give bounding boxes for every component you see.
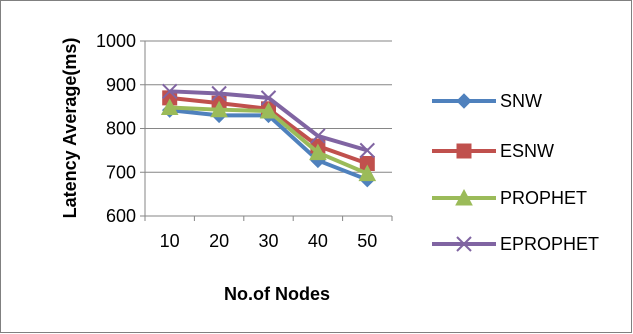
x-tick-label: 30 xyxy=(258,231,278,251)
data-point-eprophet xyxy=(310,128,326,144)
data-point-eprophet xyxy=(161,83,178,100)
legend-item-esnw: ESNW xyxy=(432,141,554,161)
x-marker-stroke xyxy=(161,83,178,100)
legend-marker xyxy=(456,93,472,109)
series-prophet xyxy=(160,98,377,182)
y-tick-label: 1000 xyxy=(96,31,136,51)
y-axis-title: Latency Average(ms) xyxy=(60,38,80,219)
x-tick-label: 50 xyxy=(357,231,377,251)
legend-item-eprophet: EPROPHET xyxy=(432,234,599,254)
legend-marker xyxy=(456,143,472,159)
series-eprophet xyxy=(161,83,376,159)
x-tick-label: 20 xyxy=(209,231,229,251)
data-point-eprophet xyxy=(211,85,227,102)
y-tick-label: 900 xyxy=(106,75,136,95)
legend-label: EPROPHET xyxy=(500,234,599,254)
data-point-eprophet xyxy=(260,90,277,106)
x-marker-stroke xyxy=(310,128,326,144)
x-marker-stroke xyxy=(359,142,376,159)
legend-label: SNW xyxy=(500,91,542,111)
tick-labels: 600 700 800 900 1000 10 20 30 40 50 xyxy=(96,31,377,251)
legend-marker xyxy=(455,188,473,206)
legend-item-snw: SNW xyxy=(432,91,542,111)
series-group xyxy=(160,83,377,188)
legend: SNW ESNW PROPHET EPROPHET xyxy=(432,91,599,254)
legend-label: ESNW xyxy=(500,141,554,161)
data-point-eprophet xyxy=(359,142,376,159)
legend-label: PROPHET xyxy=(500,188,587,208)
x-marker-stroke xyxy=(260,90,277,106)
data-point-prophet xyxy=(259,101,278,119)
x-axis-title: No.of Nodes xyxy=(224,284,330,304)
data-point-prophet xyxy=(160,98,179,115)
y-tick-label: 700 xyxy=(106,162,136,182)
y-tick-label: 600 xyxy=(106,206,136,226)
legend-item-prophet: PROPHET xyxy=(432,188,587,208)
axes xyxy=(140,40,393,221)
data-point-prophet xyxy=(358,164,377,182)
x-tick-label: 40 xyxy=(308,231,328,251)
data-point-prophet xyxy=(309,143,327,161)
x-marker-stroke xyxy=(211,85,227,102)
data-point-prophet xyxy=(210,100,228,118)
x-marker-stroke xyxy=(456,236,472,252)
x-tick-label: 10 xyxy=(160,231,180,251)
legend-marker xyxy=(456,236,472,252)
y-tick-label: 800 xyxy=(106,119,136,139)
